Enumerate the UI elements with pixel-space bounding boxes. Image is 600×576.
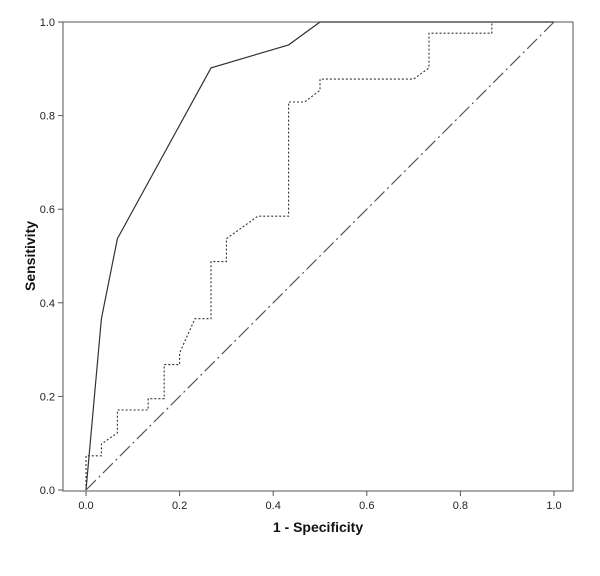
y-tick-label: 0.0 [40, 485, 55, 497]
y-tick-label: 0.6 [40, 204, 55, 216]
y-axis-title: Sensitivity [22, 221, 38, 291]
roc-curve-dotted [85, 21, 554, 490]
x-tick-label: 0.6 [359, 500, 374, 512]
x-axis-title: 1 - Specificity [273, 519, 363, 535]
y-axis-ticks: 0.0 0.2 0.4 0.6 0.8 1.0 [40, 17, 63, 497]
y-tick-label: 0.8 [40, 111, 55, 123]
x-tick-label: 0.4 [266, 500, 281, 512]
x-tick-label: 0.2 [172, 500, 187, 512]
x-axis-ticks: 0.0 0.2 0.4 0.6 0.8 1.0 [78, 491, 562, 512]
roc-curve-solid [85, 21, 554, 491]
y-tick-label: 0.2 [40, 391, 55, 403]
series-layer [85, 21, 555, 491]
y-tick-label: 0.4 [40, 298, 55, 310]
x-tick-label: 0.8 [453, 500, 468, 512]
y-tick-label: 1.0 [40, 17, 55, 29]
plot-frame [62, 21, 574, 492]
reference-diagonal [85, 21, 555, 491]
x-tick-label: 1.0 [546, 500, 561, 512]
x-tick-label: 0.0 [78, 500, 93, 512]
